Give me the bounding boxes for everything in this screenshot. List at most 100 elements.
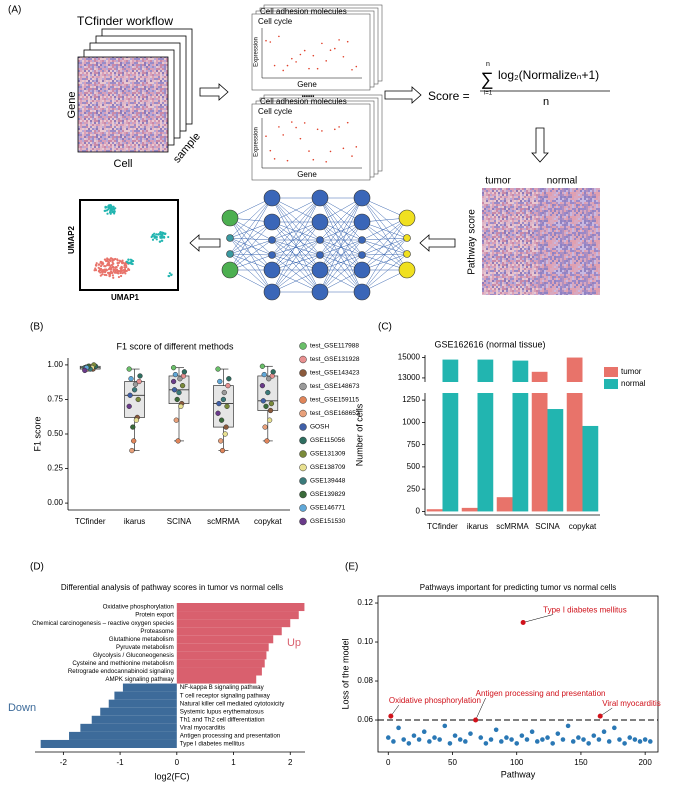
dot xyxy=(265,135,267,137)
umap-cell xyxy=(94,264,98,267)
label: log2(FC) xyxy=(154,771,189,781)
point xyxy=(266,376,272,382)
legend-marker xyxy=(299,450,307,458)
point xyxy=(391,739,396,744)
umap-cell xyxy=(116,258,119,261)
label: Cell adhesion molecules xyxy=(260,97,347,106)
nn-edge xyxy=(361,237,408,256)
nn-edge xyxy=(361,217,408,293)
umap-cell xyxy=(115,268,119,271)
nn-node xyxy=(263,189,281,207)
bar xyxy=(176,619,291,628)
nn-edge xyxy=(229,197,273,239)
label: tumor xyxy=(621,367,642,376)
umap-cell xyxy=(103,273,106,276)
label: test_GSE148673 xyxy=(310,383,360,390)
nn-edge xyxy=(229,197,273,271)
umap-cell xyxy=(119,269,122,272)
point xyxy=(586,741,591,746)
point xyxy=(499,739,504,744)
highlight-point xyxy=(388,713,394,719)
bar xyxy=(176,659,265,668)
dot xyxy=(346,40,349,43)
bar xyxy=(461,507,478,512)
legend-marker xyxy=(299,477,307,485)
bar xyxy=(477,393,494,512)
legend-marker xyxy=(299,369,307,377)
nn-edge xyxy=(319,197,363,293)
point xyxy=(270,369,276,375)
nn-edge xyxy=(361,217,408,256)
label: GSE146771 xyxy=(310,505,346,512)
point xyxy=(222,431,228,437)
label: UMAP2 xyxy=(67,225,76,254)
arrow xyxy=(199,83,229,101)
dot xyxy=(295,126,297,129)
point xyxy=(483,741,489,746)
nn-node xyxy=(403,234,411,242)
label: Oxidative phosphorylation xyxy=(389,696,481,705)
nn-edge xyxy=(361,221,408,255)
dot xyxy=(312,158,315,161)
label: TCfinder xyxy=(75,517,106,526)
dot xyxy=(338,126,340,128)
label: 0.08 xyxy=(357,676,373,685)
umap-cell xyxy=(114,271,118,274)
label: 0.06 xyxy=(357,715,373,724)
bar xyxy=(176,675,257,684)
dot xyxy=(278,126,280,128)
dot xyxy=(308,67,310,70)
umap-cell xyxy=(157,233,160,236)
label: n xyxy=(543,96,549,108)
label: AMPK signaling pathway xyxy=(105,676,174,683)
point xyxy=(596,737,602,742)
dot xyxy=(303,49,306,52)
umap-cell xyxy=(119,274,123,278)
dot xyxy=(316,128,319,131)
label: 0.50 xyxy=(47,429,63,438)
point xyxy=(170,365,177,371)
dot xyxy=(342,55,345,58)
label: 13000 xyxy=(398,373,421,382)
label: 1 xyxy=(231,758,236,767)
point xyxy=(478,735,484,740)
point xyxy=(225,382,231,389)
dot xyxy=(308,150,310,152)
point xyxy=(534,739,540,744)
expression-matrix xyxy=(77,56,169,153)
umap-cell xyxy=(107,261,111,265)
point xyxy=(432,735,437,740)
nn-edge xyxy=(271,269,321,293)
dot xyxy=(329,150,332,153)
umap-cell xyxy=(111,274,114,277)
nn-edge xyxy=(229,239,273,271)
umap-cell xyxy=(108,274,111,278)
point xyxy=(261,371,267,378)
label: Viral myocarditis xyxy=(602,699,661,708)
point xyxy=(215,366,221,372)
label: F1 score xyxy=(32,416,42,451)
legend-marker xyxy=(299,355,307,364)
nn-edge xyxy=(229,197,273,255)
nn-edge xyxy=(271,197,321,241)
bar xyxy=(176,603,305,612)
point xyxy=(224,403,230,410)
label: Gene xyxy=(297,170,317,179)
umap-cell xyxy=(104,269,107,272)
point xyxy=(126,366,132,372)
label: Oxidative phosphorylation xyxy=(103,604,175,611)
umap-cell xyxy=(109,206,112,210)
point xyxy=(581,737,586,742)
legend-swatch xyxy=(604,367,618,377)
label: ikarus xyxy=(124,517,145,526)
label: •••••• xyxy=(302,95,315,101)
point xyxy=(591,733,597,738)
point xyxy=(401,737,406,742)
umap-cell xyxy=(99,265,103,268)
label: 200 xyxy=(638,758,652,767)
point xyxy=(133,417,140,423)
umap-cell xyxy=(101,273,104,276)
dot xyxy=(325,160,328,163)
bar xyxy=(176,643,269,652)
umap-cell xyxy=(108,273,111,276)
